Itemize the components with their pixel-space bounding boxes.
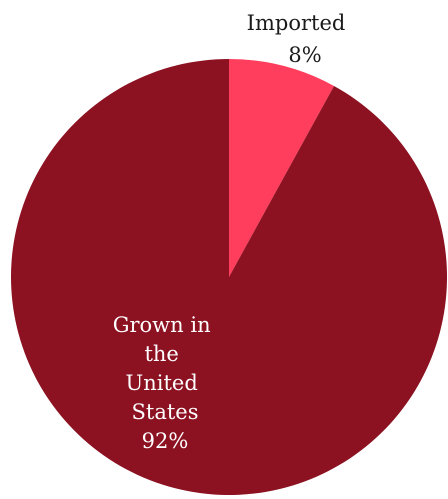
slice-label-domestic-line-2: the bbox=[144, 342, 178, 366]
slice-label-domestic-line-1: Grown in bbox=[113, 313, 211, 337]
slice-label-domestic-line-3: United bbox=[126, 371, 198, 395]
slice-label-imported: Imported bbox=[247, 11, 346, 35]
pie-slices bbox=[10, 59, 447, 495]
slice-value-imported: 8% bbox=[288, 43, 321, 67]
slice-value-domestic: 92% bbox=[142, 429, 189, 453]
pie-slice-imported bbox=[229, 59, 335, 277]
pie-slice-domestic bbox=[10, 59, 447, 495]
slice-label-domestic-line-4: States bbox=[132, 400, 199, 424]
slice-label-domestic: Grown in the United States bbox=[113, 313, 218, 424]
